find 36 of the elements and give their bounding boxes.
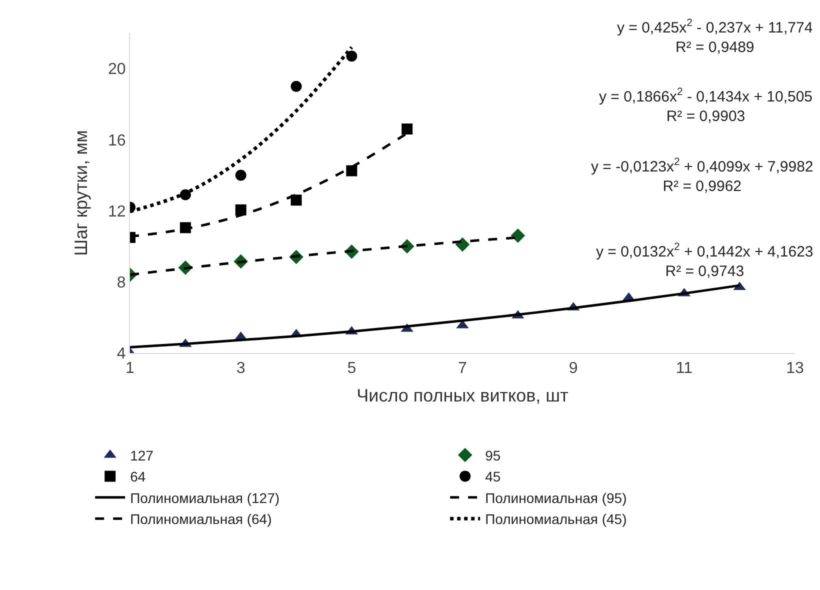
point (346, 50, 358, 62)
point (235, 204, 246, 216)
legend-label: 45 (485, 468, 501, 485)
y-tick-label: 12 (108, 203, 126, 220)
x-tick-label: 3 (236, 360, 246, 378)
x-tick-label: 9 (568, 360, 578, 378)
x-tick-label: 13 (786, 360, 804, 378)
y-tick-label: 16 (108, 132, 126, 150)
x-tick-label: 7 (458, 360, 468, 378)
x-axis-title: Число полных витков, шт (356, 385, 568, 406)
point (290, 194, 302, 206)
point (455, 237, 470, 252)
annotation: y = 0,0132x$^{2}$ + 0,1442x + 4,1623 R² = 0,9743 (596, 241, 814, 280)
annotation: y = -0,0123x$^{2}$ + 0,4099x + 7,9982 R² = 0,9962 (591, 156, 814, 195)
x-tick-label: 5 (347, 360, 356, 378)
y-tick-label: 4 (116, 346, 126, 363)
legend-label: Полиномиальная (45) (485, 511, 627, 528)
y-tick-label: 20 (108, 61, 126, 78)
legend-label: Полиномиальная (127) (130, 490, 280, 506)
point (235, 170, 246, 181)
point (510, 228, 526, 243)
point (402, 124, 413, 134)
legend-label: 64 (130, 468, 146, 485)
x-tick-label: 1 (126, 360, 135, 378)
legend-label: Полиномиальная (64) (130, 511, 272, 528)
legend-label: Полиномиальная (95) (485, 490, 627, 506)
point (346, 165, 358, 176)
y-tick-label: 8 (116, 274, 126, 292)
point (290, 80, 302, 92)
legend-label: 95 (485, 447, 501, 464)
line-series (130, 45, 354, 214)
legend-label: 127 (130, 447, 154, 464)
x-tick-label: 11 (676, 360, 693, 378)
y-axis-title: Шаг крутки, мм (71, 130, 92, 256)
annotation: y = 0,425x$^{2}$ - 0,237x + 11,774 R² = 0,9489 (617, 17, 813, 56)
annotation: y = 0,1866x$^{2}$ - 0,1434x + 10,505 R² = 0,9903 (599, 86, 813, 125)
